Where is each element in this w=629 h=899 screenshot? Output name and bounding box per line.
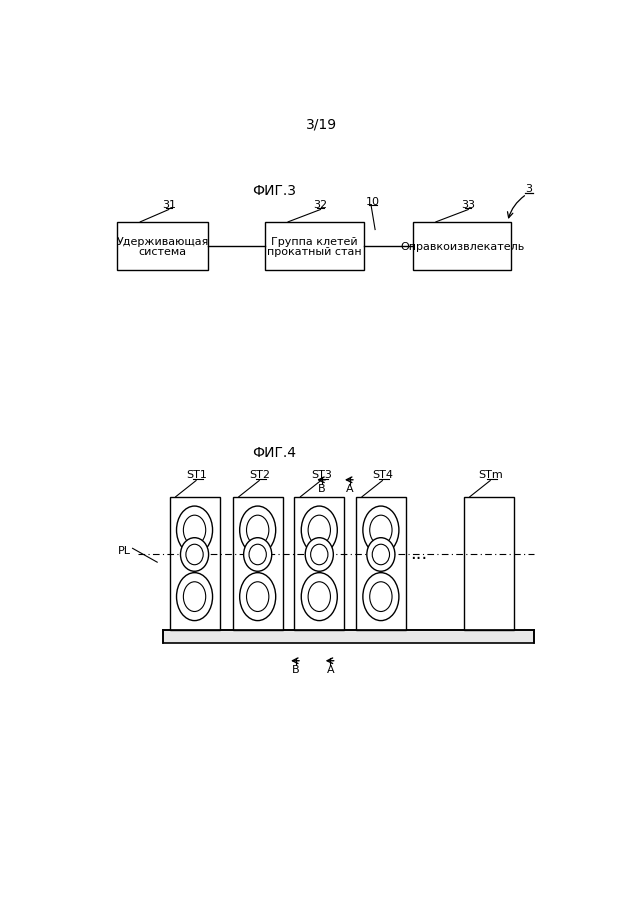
Text: 3: 3 <box>526 183 533 193</box>
Text: B: B <box>292 665 299 675</box>
Bar <box>233 497 282 630</box>
Ellipse shape <box>247 515 269 545</box>
Ellipse shape <box>249 544 266 565</box>
Bar <box>356 497 406 630</box>
Ellipse shape <box>186 544 203 565</box>
Ellipse shape <box>243 538 272 571</box>
Ellipse shape <box>301 573 337 620</box>
Text: 10: 10 <box>366 197 380 207</box>
Text: ...: ... <box>410 546 428 564</box>
Bar <box>413 222 511 270</box>
Ellipse shape <box>367 538 395 571</box>
Text: Оправкоизвлекатель: Оправкоизвлекатель <box>400 242 524 253</box>
Text: ФИГ.4: ФИГ.4 <box>252 446 296 460</box>
Text: 33: 33 <box>461 200 476 209</box>
Ellipse shape <box>370 515 392 545</box>
Bar <box>170 497 220 630</box>
Ellipse shape <box>177 573 213 620</box>
Text: B: B <box>318 484 326 494</box>
Text: PL: PL <box>118 547 131 556</box>
Text: ST3: ST3 <box>311 470 332 480</box>
Text: ST2: ST2 <box>250 470 270 480</box>
Text: STm: STm <box>479 470 503 480</box>
Text: 3/19: 3/19 <box>306 118 338 132</box>
Ellipse shape <box>184 582 206 611</box>
Ellipse shape <box>363 573 399 620</box>
Text: A: A <box>326 665 334 675</box>
Ellipse shape <box>372 544 389 565</box>
Bar <box>294 497 344 630</box>
Ellipse shape <box>308 582 330 611</box>
Ellipse shape <box>240 573 276 620</box>
Ellipse shape <box>240 506 276 554</box>
Text: ST1: ST1 <box>186 470 208 480</box>
Bar <box>464 497 514 630</box>
Text: Группа клетей: Группа клетей <box>271 236 358 247</box>
Ellipse shape <box>363 506 399 554</box>
Ellipse shape <box>184 515 206 545</box>
Ellipse shape <box>311 544 328 565</box>
Text: A: A <box>346 484 353 494</box>
Text: Удерживающая: Удерживающая <box>116 236 209 247</box>
Text: прокатный стан: прокатный стан <box>267 247 362 257</box>
Ellipse shape <box>370 582 392 611</box>
Bar <box>164 630 535 643</box>
Text: ФИГ.3: ФИГ.3 <box>252 184 296 198</box>
Ellipse shape <box>247 582 269 611</box>
Text: система: система <box>138 247 187 257</box>
Bar <box>265 222 364 270</box>
Ellipse shape <box>181 538 209 571</box>
Text: 32: 32 <box>313 200 328 209</box>
Text: 31: 31 <box>162 200 175 209</box>
Ellipse shape <box>305 538 333 571</box>
Ellipse shape <box>177 506 213 554</box>
Ellipse shape <box>308 515 330 545</box>
Bar <box>117 222 208 270</box>
Ellipse shape <box>301 506 337 554</box>
Text: ST4: ST4 <box>373 470 394 480</box>
